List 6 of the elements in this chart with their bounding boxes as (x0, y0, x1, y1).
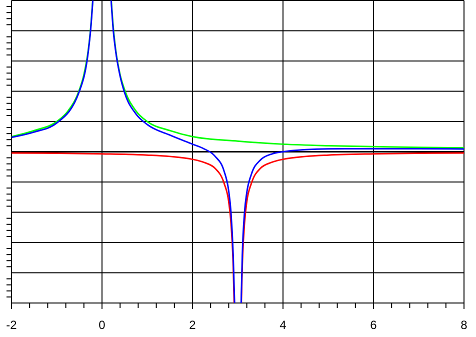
x-tick-label: 0 (98, 318, 106, 332)
x-tick-label: 8 (460, 318, 468, 332)
x-tick-label: -2 (6, 318, 18, 332)
x-tick-label: 4 (280, 318, 287, 332)
x-tick-label: 2 (189, 318, 196, 332)
x-tick-label: 6 (370, 318, 378, 332)
